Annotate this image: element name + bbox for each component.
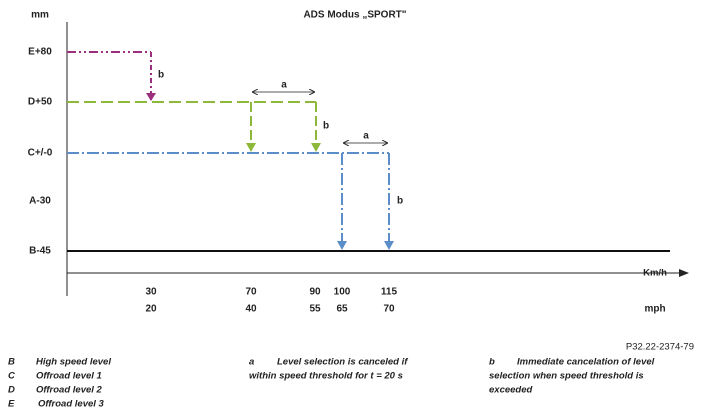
annotation: a (363, 131, 369, 142)
x-tick-primary: 30 (145, 287, 157, 298)
legend-key: C (8, 371, 15, 382)
legend-text: Offroad level 2 (36, 385, 103, 396)
legend-text: High speed level (36, 357, 111, 368)
x-tick-secondary: 55 (309, 304, 321, 315)
note-key: b (489, 357, 495, 368)
annotation: a (281, 80, 287, 91)
level-c-path (67, 152, 394, 250)
note-key: a (249, 357, 254, 368)
y-unit: mm (31, 10, 49, 21)
x-tick-primary: 100 (334, 287, 351, 298)
x-tick-primary: 115 (381, 287, 398, 298)
note-line: within speed threshold for t = 20 s (249, 371, 403, 382)
x-unit-primary: Km/h (643, 268, 667, 279)
legend-text: Offroad level 1 (36, 371, 102, 382)
annotation: b (323, 121, 329, 132)
legend-text: Offroad level 3 (38, 399, 105, 410)
legend-key: D (8, 385, 15, 396)
title: ADS Modus „SPORT" (303, 10, 406, 21)
note-line: Level selection is canceled if (277, 357, 408, 368)
legend-key: E (8, 399, 15, 410)
legend-key: B (8, 357, 15, 368)
x-tick-secondary: 70 (383, 304, 395, 315)
x-tick-primary: 70 (245, 287, 257, 298)
y-level-label: B-45 (29, 246, 51, 257)
annotation: b (397, 196, 403, 207)
annotation: b (158, 70, 164, 81)
note-line: exceeded (489, 385, 533, 396)
y-level-label: A-30 (29, 196, 51, 207)
x-tick-primary: 90 (309, 287, 321, 298)
level-e-path (67, 51, 156, 101)
interval-arrows (253, 92, 387, 143)
y-level-label: E+80 (28, 47, 52, 58)
level-d-path (67, 101, 321, 152)
x-tick-secondary: 40 (245, 304, 257, 315)
note-line: selection when speed threshold is (489, 371, 644, 382)
y-level-label: D+50 (28, 97, 53, 108)
figure-id: P32.22-2374-79 (626, 342, 694, 353)
x-tick-secondary: 20 (145, 304, 157, 315)
x-tick-secondary: 65 (336, 304, 348, 315)
x-unit-secondary: mph (644, 304, 665, 315)
y-level-label: C+/-0 (28, 148, 53, 159)
axes (66, 22, 689, 296)
note-line: Immediate cancelation of level (517, 357, 655, 368)
